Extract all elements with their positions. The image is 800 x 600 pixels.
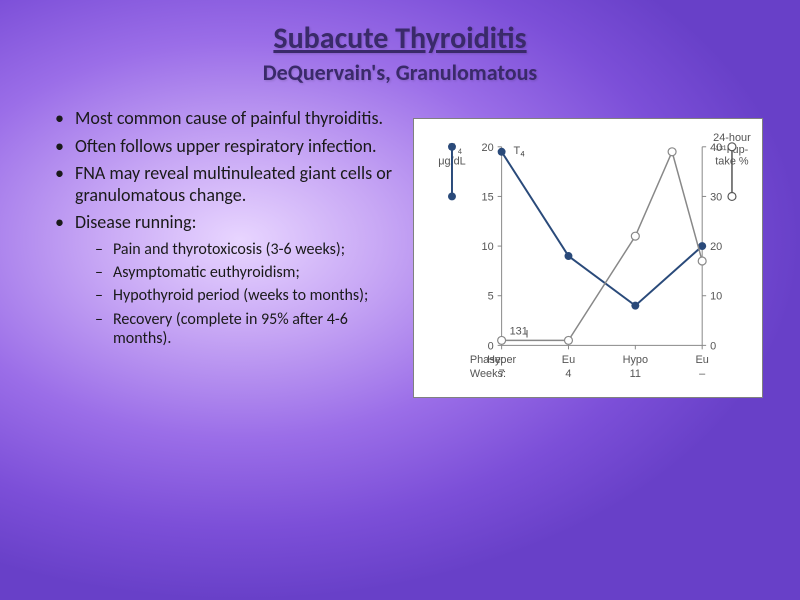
chart-svg: 05101520010203040T4μg/dL24-hour¹³¹I up-t… <box>414 119 762 397</box>
sub-bullet-item: Asymptomatic euthyroidism; <box>95 263 405 282</box>
sub-bullet-list: Pain and thyrotoxicosis (3-6 weeks); Asy… <box>55 240 405 348</box>
svg-text:10: 10 <box>710 291 722 303</box>
svg-text:15: 15 <box>481 191 493 203</box>
svg-text:20: 20 <box>710 241 722 253</box>
svg-text:0: 0 <box>487 340 493 352</box>
svg-text:Hyper: Hyper <box>487 354 516 366</box>
svg-text:5: 5 <box>487 291 493 303</box>
bullet-item: FNA may reveal multinuleated giant cells… <box>55 163 405 206</box>
page-title: Subacute Thyroiditis <box>0 20 800 57</box>
svg-text:0: 0 <box>710 340 716 352</box>
svg-text:7: 7 <box>498 368 504 380</box>
chart-container: 05101520010203040T4μg/dL24-hour¹³¹I up-t… <box>413 118 763 398</box>
content-row: Most common cause of painful thyroiditis… <box>0 86 800 398</box>
svg-text:Eu: Eu <box>695 354 708 366</box>
chart-column: 05101520010203040T4μg/dL24-hour¹³¹I up-t… <box>405 108 770 398</box>
svg-text:20: 20 <box>481 142 493 154</box>
svg-text:Hypo: Hypo <box>622 354 647 366</box>
svg-text:4: 4 <box>520 150 524 160</box>
sub-bullet-item: Hypothyroid period (weeks to months); <box>95 286 405 305</box>
bullet-item: Often follows upper respiratory infectio… <box>55 136 405 158</box>
svg-text:Eu: Eu <box>561 354 574 366</box>
bullet-item: Disease running: <box>55 212 405 234</box>
svg-text:I: I <box>525 328 528 340</box>
slide: Subacute Thyroiditis DeQuervain's, Granu… <box>0 0 800 600</box>
bullet-list: Most common cause of painful thyroiditis… <box>55 108 405 234</box>
sub-bullet-item: Recovery (complete in 95% after 4-6 mont… <box>95 310 405 348</box>
title-block: Subacute Thyroiditis DeQuervain's, Granu… <box>0 0 800 86</box>
sub-bullet-item: Pain and thyrotoxicosis (3-6 weeks); <box>95 240 405 259</box>
page-subtitle: DeQuervain's, Granulomatous <box>0 59 800 86</box>
svg-text:4: 4 <box>565 368 571 380</box>
svg-text:30: 30 <box>710 191 722 203</box>
svg-text:–: – <box>699 368 706 380</box>
svg-text:10: 10 <box>481 241 493 253</box>
text-column: Most common cause of painful thyroiditis… <box>55 108 405 398</box>
svg-text:11: 11 <box>629 368 640 380</box>
svg-text:24-hour: 24-hour <box>713 132 751 144</box>
bullet-item: Most common cause of painful thyroiditis… <box>55 108 405 130</box>
svg-text:T: T <box>513 145 520 157</box>
